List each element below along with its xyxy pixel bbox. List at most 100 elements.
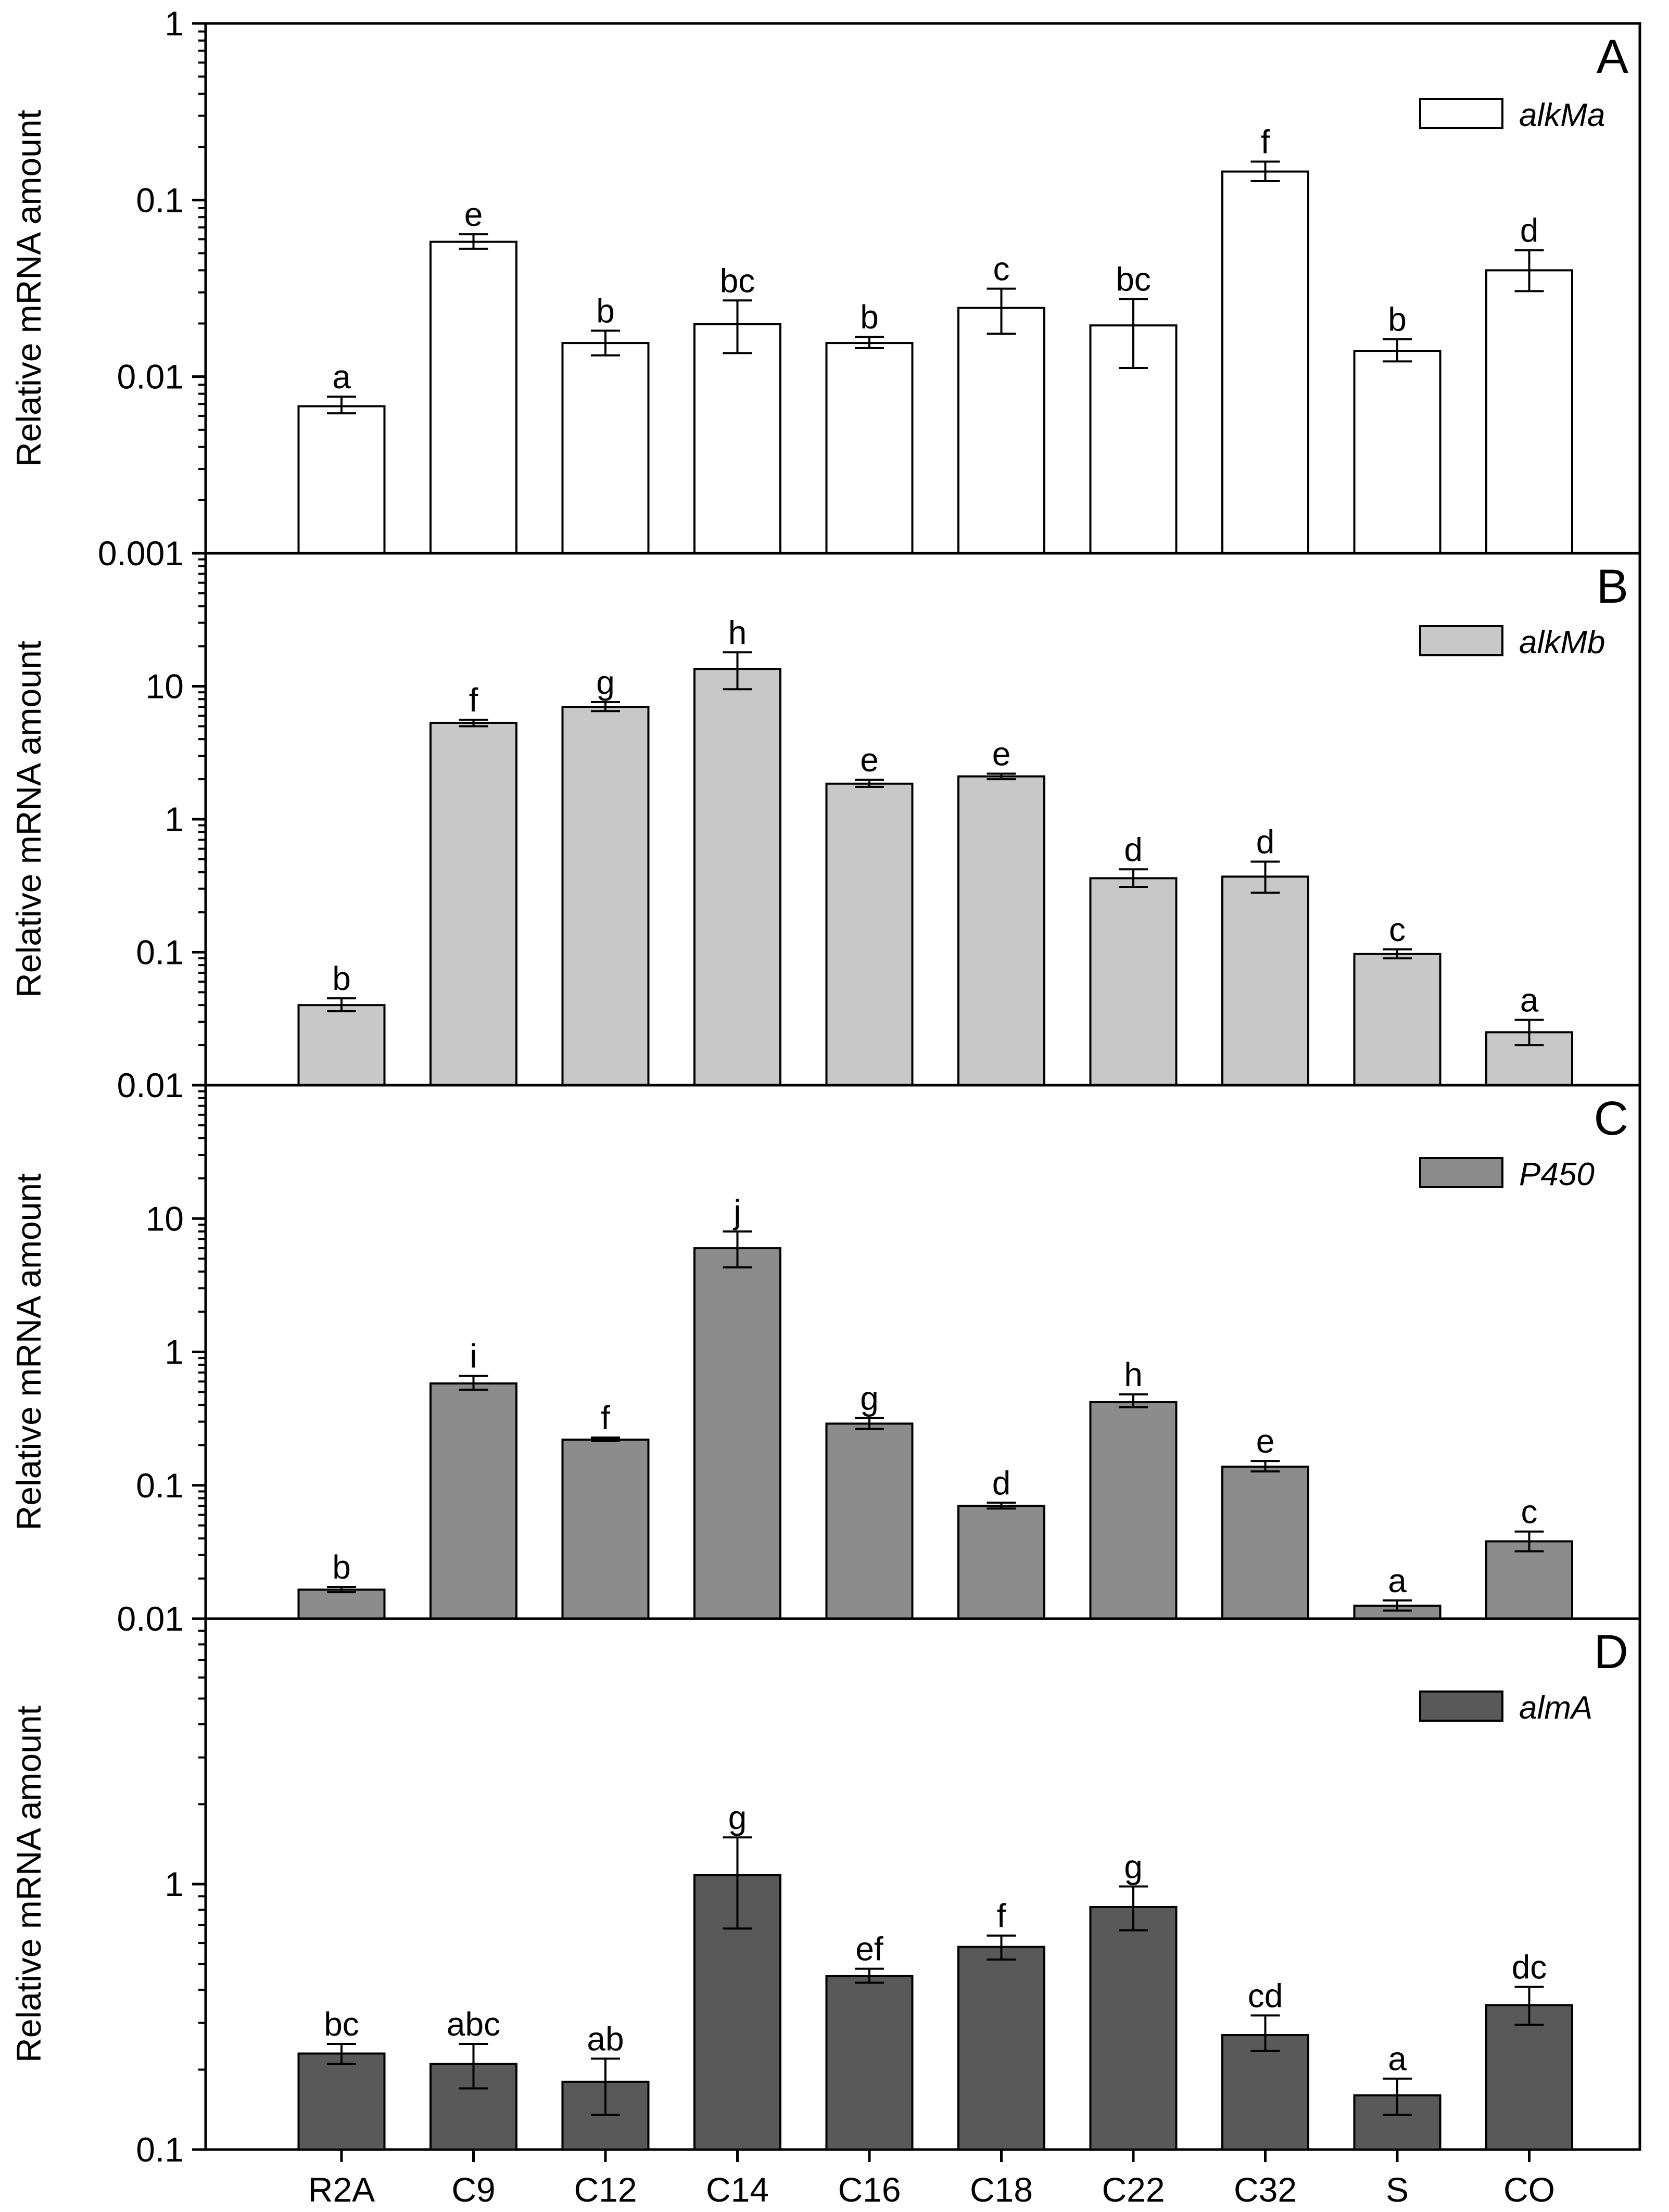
y-axis-label: Relative mRNA amount (9, 1174, 48, 1531)
bar-C18 (958, 777, 1044, 1085)
significance-label-C32: f (1261, 123, 1270, 161)
significance-label-R2A: bc (324, 2005, 359, 2043)
bar-S (1355, 351, 1440, 553)
significance-label-C18: e (992, 735, 1011, 773)
legend-swatch (1420, 1158, 1502, 1187)
bar-R2A (299, 406, 385, 553)
y-axis-label: Relative mRNA amount (9, 110, 48, 467)
bar-C14 (694, 324, 780, 553)
y-tick-label: 0.1 (136, 2130, 184, 2169)
significance-label-CO: a (1520, 981, 1539, 1019)
y-tick-label: 1 (165, 1333, 184, 1371)
bar-S (1355, 954, 1440, 1085)
bar-C18 (958, 1947, 1044, 2150)
significance-label-C9: e (464, 196, 483, 233)
significance-label-C14: bc (720, 262, 755, 299)
x-tick-label-C22: C22 (1102, 2170, 1165, 2209)
bar-R2A (299, 1590, 385, 1619)
legend-label: P450 (1519, 1156, 1595, 1192)
bar-CO (1486, 1541, 1572, 1619)
panel-letter: C (1594, 1092, 1628, 1145)
bar-C14 (694, 1248, 780, 1619)
y-tick-label: 0.1 (136, 933, 184, 972)
significance-label-C9: abc (447, 2005, 500, 2043)
significance-label-C12: f (601, 1399, 610, 1436)
figure: 0.0010.010.11Relative mRNA amountAalkMaa… (0, 0, 1669, 2212)
significance-label-C18: f (997, 1897, 1006, 1935)
bar-C22 (1091, 878, 1177, 1085)
bar-C12 (563, 707, 649, 1085)
bar-C16 (827, 1423, 913, 1619)
legend-swatch (1420, 99, 1502, 128)
significance-label-S: c (1389, 911, 1406, 948)
y-axis-label: Relative mRNA amount (9, 1706, 48, 2063)
significance-label-C12: g (596, 664, 615, 701)
bar-C9 (431, 1383, 516, 1619)
significance-label-C12: ab (587, 2020, 624, 2057)
panel-letter: D (1594, 1625, 1628, 1679)
x-tick-label-C18: C18 (970, 2170, 1033, 2209)
bar-C14 (694, 669, 780, 1085)
panel-letter: B (1597, 560, 1628, 613)
bar-C32 (1222, 1467, 1308, 1619)
significance-label-CO: c (1521, 1493, 1538, 1531)
bar-C22 (1091, 1402, 1177, 1619)
significance-label-C32: d (1256, 823, 1275, 860)
legend-label: almA (1519, 1690, 1592, 1726)
bar-CO (1486, 2005, 1572, 2150)
significance-label-C22: g (1124, 1848, 1143, 1885)
significance-label-C18: c (993, 250, 1010, 288)
bar-C16 (827, 1976, 913, 2150)
y-tick-label: 0.1 (136, 1466, 184, 1505)
significance-label-C14: g (728, 1799, 747, 1836)
significance-label-S: a (1388, 2040, 1407, 2078)
y-tick-label: 10 (146, 667, 184, 706)
x-tick-label-C32: C32 (1234, 2170, 1297, 2209)
x-tick-label-C9: C9 (451, 2170, 495, 2209)
legend-label: alkMa (1519, 97, 1605, 133)
bar-C18 (958, 1506, 1044, 1619)
significance-label-R2A: a (332, 358, 351, 396)
significance-label-C22: h (1124, 1356, 1143, 1393)
bar-C18 (958, 308, 1044, 553)
bar-C9 (431, 723, 516, 1085)
significance-label-C9: f (469, 681, 478, 719)
bar-C32 (1222, 2035, 1308, 2150)
significance-label-S: a (1388, 1562, 1407, 1599)
x-tick-label-C16: C16 (838, 2170, 901, 2209)
y-tick-label: 0.01 (117, 1599, 184, 1638)
significance-label-C9: i (470, 1338, 477, 1375)
significance-label-C32: cd (1248, 1977, 1283, 2014)
y-tick-label: 10 (146, 1199, 184, 1238)
significance-label-R2A: b (332, 1548, 351, 1586)
y-tick-label: 1 (165, 1865, 184, 1903)
significance-label-C18: d (992, 1464, 1011, 1502)
significance-label-C16: b (860, 298, 879, 336)
legend-swatch (1420, 626, 1502, 655)
legend-label: alkMb (1519, 625, 1605, 660)
bar-C32 (1222, 876, 1308, 1085)
bar-R2A (299, 1005, 385, 1085)
chart-panel-C: 0.01 0.1 1 10 Relative mRNA amount C P450 b i f j g… (9, 1085, 1640, 1638)
bar-C12 (563, 343, 649, 553)
significance-label-CO: dc (1512, 1948, 1547, 1986)
bar-C12 (563, 1440, 649, 1619)
x-tick-label-R2A: R2A (308, 2170, 375, 2209)
legend-swatch (1420, 1692, 1502, 1721)
bar-C22 (1091, 1907, 1177, 2150)
panel-letter: A (1597, 30, 1629, 83)
significance-label-C32: e (1256, 1422, 1275, 1460)
bar-CO (1486, 270, 1572, 553)
bar-C32 (1222, 172, 1308, 553)
y-axis-label: Relative mRNA amount (9, 641, 48, 998)
y-tick-label: 1 (165, 4, 184, 43)
x-tick-label-C14: C14 (706, 2170, 769, 2209)
x-tick-label-C12: C12 (574, 2170, 637, 2209)
significance-label-C16: g (860, 1379, 879, 1417)
significance-label-C16: ef (855, 1930, 883, 1968)
bar-R2A (299, 2054, 385, 2150)
significance-label-C22: d (1124, 831, 1143, 868)
significance-label-C16: e (860, 741, 879, 779)
